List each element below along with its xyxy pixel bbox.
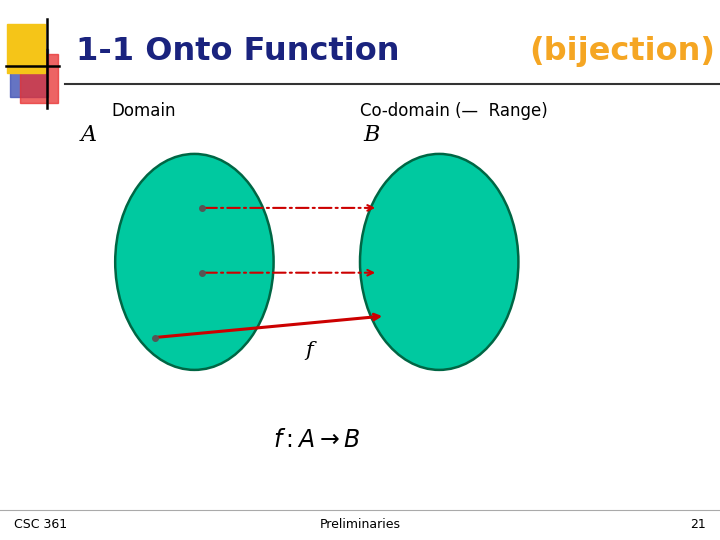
Text: 21: 21 xyxy=(690,518,706,531)
Text: Co-domain (—  Range): Co-domain (— Range) xyxy=(360,102,547,120)
Text: A: A xyxy=(81,124,97,146)
Bar xyxy=(20,54,58,103)
Text: f: f xyxy=(306,341,313,361)
Bar xyxy=(7,24,45,73)
Text: CSC 361: CSC 361 xyxy=(14,518,68,531)
Text: B: B xyxy=(364,124,380,146)
Bar xyxy=(10,49,48,97)
Text: (bijection): (bijection) xyxy=(529,36,715,67)
Text: Domain: Domain xyxy=(112,102,176,120)
Text: $f : A \rightarrow B$: $f : A \rightarrow B$ xyxy=(273,429,361,451)
Text: Preliminaries: Preliminaries xyxy=(320,518,400,531)
Text: 1-1 Onto Function: 1-1 Onto Function xyxy=(76,36,410,67)
Ellipse shape xyxy=(115,154,274,370)
Ellipse shape xyxy=(360,154,518,370)
